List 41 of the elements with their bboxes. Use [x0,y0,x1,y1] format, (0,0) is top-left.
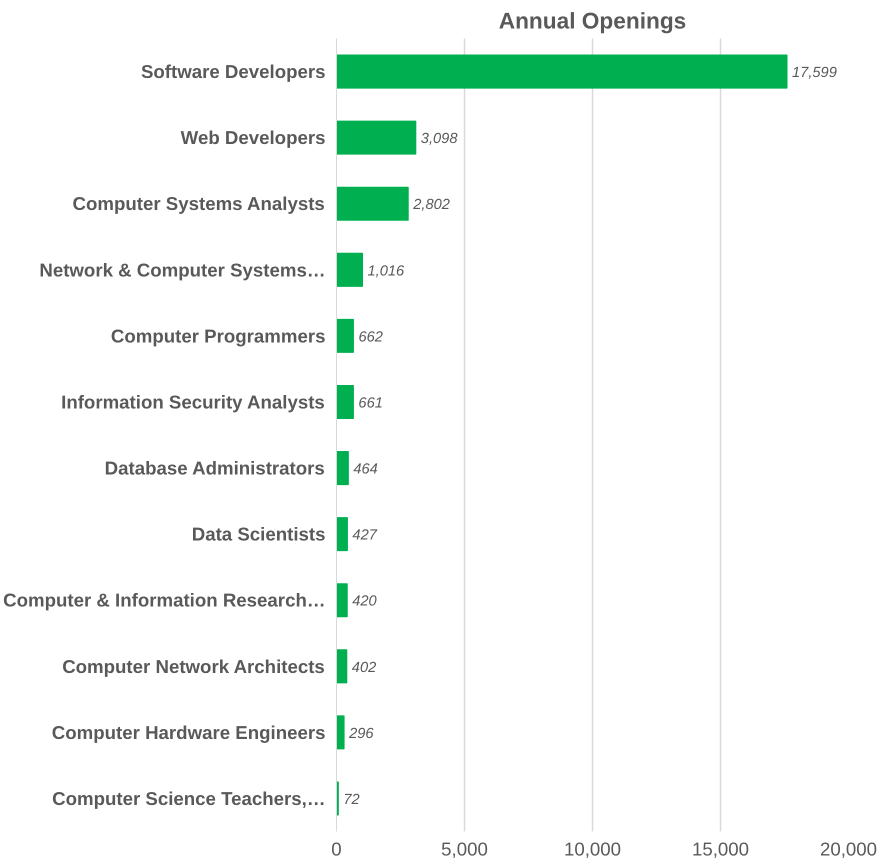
data-label: 2,802 [412,197,450,214]
y-tick-label: Computer & Information Research… [3,590,326,611]
y-tick-label: Software Developers [140,61,326,82]
bar [336,318,354,353]
data-label: 296 [348,726,374,742]
bar [336,649,348,684]
bar [336,583,348,618]
x-tick-label: 15,000 [692,838,750,858]
y-tick-label: Computer Science Teachers,… [52,788,326,809]
y-tick-label: Computer Programmers [110,325,326,346]
bar [336,384,354,419]
bar [336,517,348,552]
bar [336,186,409,221]
y-tick-label: Computer Network Architects [62,656,325,677]
bar [336,715,345,750]
x-tick-label: 0 [331,838,342,858]
data-label: 662 [358,329,383,346]
data-label: 402 [352,660,376,676]
y-tick-label: Data Scientists [192,524,326,545]
y-tick-label: Computer Hardware Engineers [52,722,326,743]
chart-title: Annual Openings [498,8,686,34]
data-label: 427 [352,528,378,544]
bar [336,252,364,287]
data-label: 3,098 [420,131,458,148]
data-label: 661 [358,395,383,412]
y-tick-label: Information Security Analysts [61,391,325,412]
data-label: 464 [353,462,378,478]
data-label: 420 [352,594,378,610]
data-label: 72 [343,792,360,808]
y-tick-label: Web Developers [180,127,326,148]
y-tick-label: Network & Computer Systems… [39,259,326,280]
y-tick-label: Database Administrators [104,458,325,479]
bar [336,54,788,89]
data-label: 17,599 [792,65,837,82]
x-tick-label: 5,000 [441,838,488,858]
bar [336,120,416,155]
x-tick-label: 20,000 [820,838,878,858]
data-label: 1,016 [368,263,406,280]
y-tick-label: Computer Systems Analysts [72,193,325,214]
x-tick-label: 10,000 [564,838,622,858]
bar [336,451,349,486]
